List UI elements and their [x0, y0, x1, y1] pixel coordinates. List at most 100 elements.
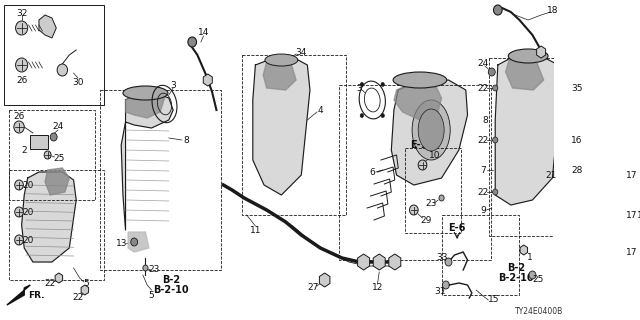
- Text: 33: 33: [436, 253, 447, 262]
- Text: 19: 19: [637, 211, 640, 220]
- Polygon shape: [373, 254, 385, 270]
- Circle shape: [15, 180, 24, 190]
- Text: 21: 21: [545, 171, 556, 180]
- Text: 20: 20: [22, 180, 33, 189]
- Polygon shape: [319, 273, 330, 287]
- Text: 30: 30: [72, 77, 84, 86]
- Polygon shape: [45, 168, 69, 195]
- Polygon shape: [388, 254, 401, 270]
- Text: 22: 22: [45, 279, 56, 289]
- Text: 26: 26: [13, 111, 25, 121]
- Bar: [4, 5, 104, 105]
- Text: 23: 23: [426, 198, 437, 207]
- Text: 22: 22: [477, 84, 489, 92]
- Polygon shape: [263, 60, 296, 90]
- Text: 20: 20: [22, 207, 33, 217]
- Circle shape: [143, 265, 148, 271]
- Text: 12: 12: [372, 284, 383, 292]
- Text: 22: 22: [477, 135, 489, 145]
- Circle shape: [488, 68, 495, 76]
- Bar: [489, 58, 584, 236]
- Circle shape: [493, 189, 498, 195]
- Circle shape: [15, 207, 24, 217]
- Circle shape: [188, 37, 196, 47]
- Polygon shape: [81, 285, 88, 295]
- Circle shape: [410, 205, 418, 215]
- Text: 3: 3: [356, 84, 362, 92]
- Bar: [243, 55, 346, 215]
- Ellipse shape: [412, 100, 450, 160]
- Text: 9: 9: [480, 205, 486, 214]
- Polygon shape: [394, 80, 442, 120]
- Text: 6: 6: [369, 167, 375, 177]
- Circle shape: [360, 114, 364, 117]
- Text: B-2-10: B-2-10: [498, 273, 534, 283]
- Text: 22: 22: [72, 292, 84, 301]
- Circle shape: [15, 235, 24, 245]
- Text: 2: 2: [21, 146, 27, 155]
- Text: 5: 5: [148, 291, 154, 300]
- Text: 17: 17: [627, 171, 638, 180]
- Text: 34: 34: [296, 47, 307, 57]
- Circle shape: [439, 195, 444, 201]
- Polygon shape: [22, 172, 76, 262]
- Polygon shape: [253, 58, 310, 195]
- Text: 14: 14: [198, 28, 209, 36]
- Circle shape: [14, 121, 24, 133]
- Text: 35: 35: [572, 84, 583, 92]
- Circle shape: [621, 247, 629, 257]
- Bar: [9, 110, 95, 200]
- Text: 8: 8: [482, 116, 488, 124]
- Text: 28: 28: [572, 165, 583, 174]
- Text: FR.: FR.: [28, 291, 45, 300]
- Bar: [339, 85, 491, 260]
- Circle shape: [57, 64, 68, 76]
- Polygon shape: [391, 80, 468, 185]
- Ellipse shape: [393, 72, 447, 88]
- Polygon shape: [128, 232, 149, 252]
- Circle shape: [50, 133, 57, 141]
- Circle shape: [621, 173, 629, 183]
- Text: 31: 31: [434, 287, 445, 297]
- Ellipse shape: [123, 86, 168, 100]
- Text: 20: 20: [22, 236, 33, 244]
- Text: 10: 10: [429, 150, 440, 159]
- Text: 25: 25: [533, 276, 544, 284]
- Polygon shape: [536, 46, 546, 58]
- Text: 17: 17: [627, 211, 638, 220]
- Text: E-6: E-6: [449, 223, 466, 233]
- Circle shape: [529, 271, 536, 279]
- Polygon shape: [520, 245, 527, 255]
- Text: 22: 22: [477, 188, 489, 196]
- Polygon shape: [121, 92, 173, 230]
- Circle shape: [381, 83, 385, 86]
- Text: 24: 24: [52, 122, 63, 131]
- Text: 23: 23: [148, 266, 160, 275]
- Text: 8: 8: [183, 135, 189, 145]
- Text: B-2: B-2: [507, 263, 525, 273]
- Text: 5: 5: [84, 279, 90, 289]
- Ellipse shape: [418, 109, 444, 151]
- Circle shape: [15, 58, 28, 72]
- Text: 1: 1: [527, 253, 532, 262]
- Polygon shape: [125, 92, 164, 118]
- Text: 13: 13: [115, 238, 127, 247]
- Circle shape: [621, 210, 629, 220]
- Polygon shape: [39, 15, 56, 38]
- Ellipse shape: [508, 49, 548, 63]
- Polygon shape: [55, 273, 63, 283]
- Bar: [30, 135, 47, 149]
- Polygon shape: [358, 254, 370, 270]
- Polygon shape: [204, 74, 212, 86]
- Text: 3: 3: [170, 81, 176, 90]
- Circle shape: [381, 114, 385, 117]
- Bar: [405, 148, 461, 233]
- Circle shape: [131, 238, 138, 246]
- Polygon shape: [7, 285, 30, 305]
- Circle shape: [493, 137, 498, 143]
- Text: 15: 15: [488, 295, 499, 305]
- Text: 32: 32: [16, 9, 28, 18]
- Text: 25: 25: [53, 154, 65, 163]
- Circle shape: [44, 151, 51, 159]
- Circle shape: [418, 160, 427, 170]
